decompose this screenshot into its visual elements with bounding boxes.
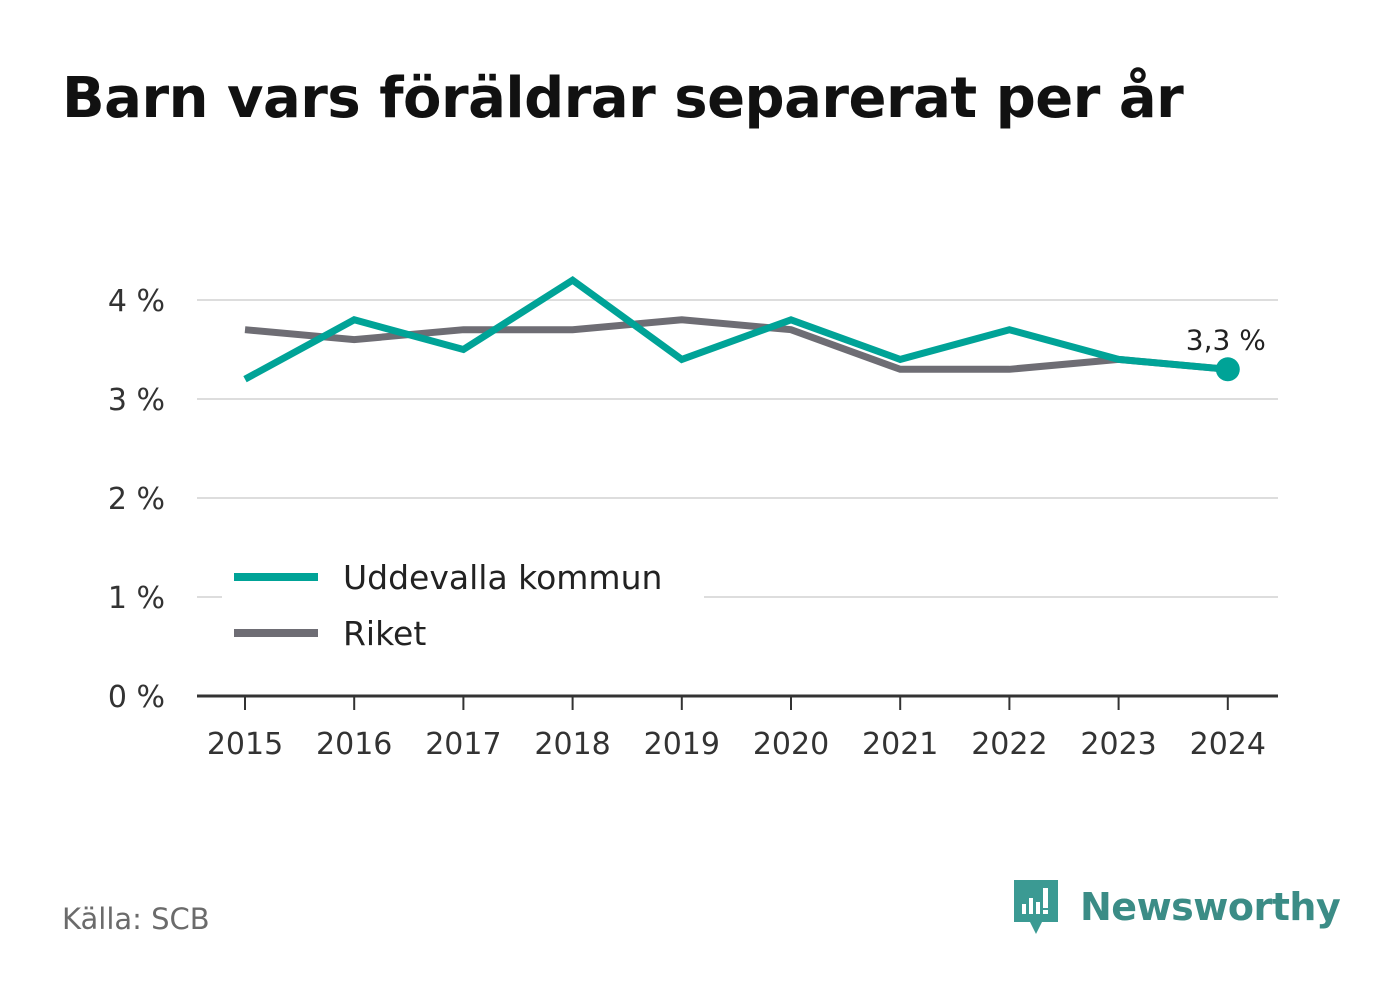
y-tick-label: 2 % bbox=[108, 482, 165, 517]
x-tick-label: 2016 bbox=[316, 727, 392, 762]
y-tick-label: 1 % bbox=[108, 581, 165, 616]
x-tick-label: 2022 bbox=[971, 727, 1047, 762]
x-tick-label: 2018 bbox=[534, 727, 610, 762]
x-tick-label: 2023 bbox=[1080, 727, 1156, 762]
data-label: 3,3 % bbox=[1186, 323, 1266, 356]
y-tick-label: 0 % bbox=[108, 680, 165, 715]
legend-label: Riket bbox=[343, 614, 426, 653]
brand-logo[interactable]: Newsworthy bbox=[1010, 876, 1341, 938]
end-point-marker bbox=[1215, 357, 1240, 382]
y-tick-label: 3 % bbox=[108, 383, 165, 418]
x-tick-label: 2024 bbox=[1190, 727, 1266, 762]
chart-title: Barn vars föräldrar separerat per år bbox=[62, 66, 1184, 131]
x-tick-label: 2017 bbox=[425, 727, 501, 762]
series-line-uddevalla-kommun bbox=[243, 275, 1229, 383]
legend-background bbox=[222, 548, 704, 660]
newsworthy-logo-icon bbox=[1014, 880, 1058, 934]
x-tick-label: 2020 bbox=[753, 727, 829, 762]
legend-label: Uddevalla kommun bbox=[343, 558, 662, 597]
x-tick-label: 2019 bbox=[644, 727, 720, 762]
x-tick-label: 2021 bbox=[862, 727, 938, 762]
brand-name: Newsworthy bbox=[1080, 885, 1341, 929]
x-tick-label: 2015 bbox=[207, 727, 283, 762]
line-chart: 0 % 1 % 2 % 3 % 4 % 2015 2016 2017 2018 2019 2020 2… bbox=[108, 275, 1278, 762]
source-note: Källa: SCB bbox=[62, 902, 210, 936]
y-tick-label: 4 % bbox=[108, 284, 165, 319]
